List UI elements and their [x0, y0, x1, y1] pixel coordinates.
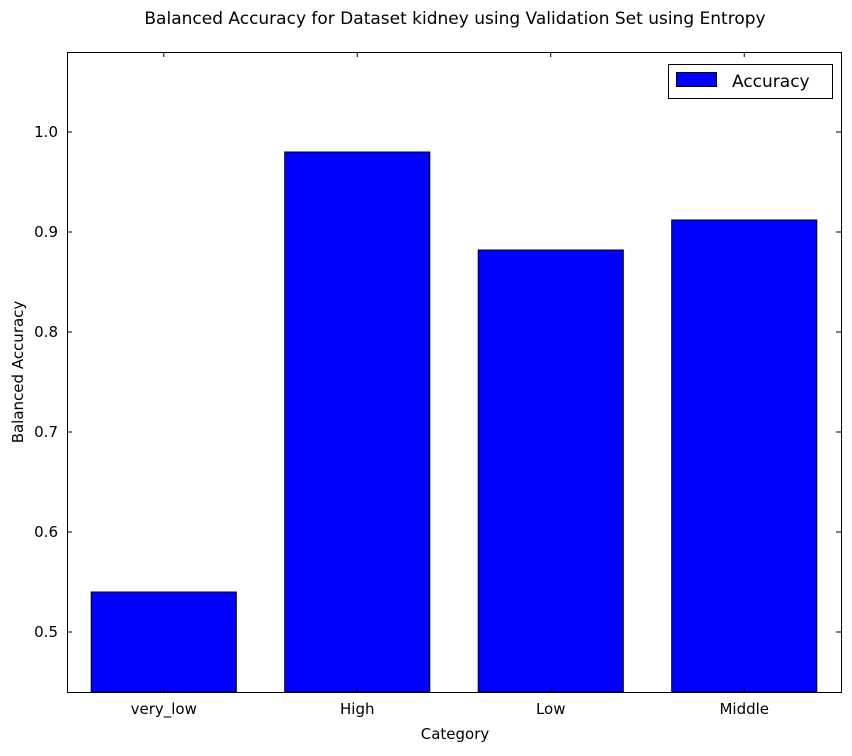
x-tick-label: High — [340, 700, 374, 718]
legend-label: Accuracy — [732, 72, 810, 92]
legend: Accuracy — [668, 64, 833, 99]
y-tick-label: 0.8 — [34, 323, 58, 341]
x-tick-label: very_low — [131, 700, 197, 719]
bar-Low — [477, 249, 624, 693]
chart-title: Balanced Accuracy for Dataset kidney usi… — [144, 9, 765, 29]
bar-High — [284, 151, 431, 693]
y-tick-label: 0.6 — [34, 523, 58, 541]
y-tick-label: 0.9 — [34, 223, 58, 241]
ticks-layer: very_low High Low Middle 0.5 0.6 0.7 0.8 0.9 1.0 — [34, 52, 841, 719]
y-tick-label: 0.5 — [34, 623, 58, 641]
y-tick-label: 1.0 — [34, 123, 58, 141]
x-tick-label: Low — [536, 700, 566, 718]
x-axis-label: Category — [421, 725, 490, 743]
bar-Middle — [671, 219, 818, 693]
y-axis-label: Balanced Accuracy — [9, 301, 27, 444]
bar-very_low — [90, 591, 237, 693]
legend-swatch — [676, 72, 717, 87]
x-tick-label: Middle — [719, 700, 769, 718]
bars-layer — [90, 151, 818, 693]
plot-frame — [67, 52, 842, 693]
y-tick-label: 0.7 — [34, 423, 58, 441]
